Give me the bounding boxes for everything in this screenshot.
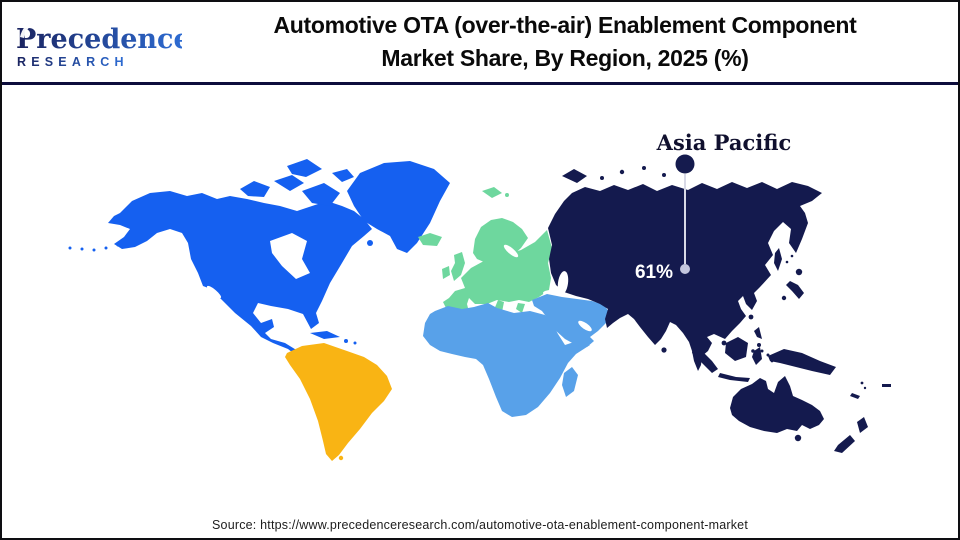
persian-gulf-water <box>578 320 592 332</box>
logo-wordmark: Precedence <box>16 24 182 55</box>
world-map: Asia Pacific 61% <box>2 85 958 487</box>
japan-shape <box>786 281 804 299</box>
precedence-research-logo-icon: Precedence RESEARCH <box>16 20 191 69</box>
iceland-shape <box>418 233 442 246</box>
callout-anchor-dot-icon <box>675 154 695 174</box>
logo-leaf-icon <box>20 20 34 38</box>
region-south-america <box>285 343 392 461</box>
callout-value-label: 61% <box>635 262 673 283</box>
africa-shape <box>423 303 590 417</box>
callout-point-dot-icon <box>680 264 690 274</box>
title-line-1: Automotive OTA (over-the-air) Enablement… <box>273 12 857 38</box>
title-line-2: Market Share, By Region, 2025 (%) <box>381 45 749 71</box>
source-attribution: Source: https://www.precedenceresearch.c… <box>212 518 748 532</box>
caspian-sea-water <box>557 271 569 295</box>
new-zealand-south-shape <box>834 435 855 453</box>
region-middle-east-africa <box>423 294 610 417</box>
new-guinea-shape <box>768 349 836 375</box>
middle-east-shape <box>532 294 610 347</box>
baltic-sea-water <box>503 244 519 258</box>
new-zealand-north-shape <box>857 417 868 433</box>
region-north-america <box>68 159 450 359</box>
chart-title: Automotive OTA (over-the-air) Enablement… <box>198 9 958 75</box>
region-asia-pacific <box>548 166 891 453</box>
callout-asia-pacific: Asia Pacific 61% <box>635 130 791 283</box>
australia-shape <box>730 376 824 433</box>
asia-mainland-shape <box>548 182 822 371</box>
callout-region-label: Asia Pacific <box>656 130 792 155</box>
greenland-shape <box>347 161 450 253</box>
brand-logo: Precedence RESEARCH <box>2 10 198 75</box>
logo-subtext: RESEARCH <box>17 55 129 69</box>
gulf-of-california-water <box>206 285 222 299</box>
madagascar-shape <box>562 367 578 397</box>
header: Precedence RESEARCH Automotive OTA (over… <box>2 2 958 85</box>
world-map-svg: Asia Pacific 61% <box>68 130 891 461</box>
